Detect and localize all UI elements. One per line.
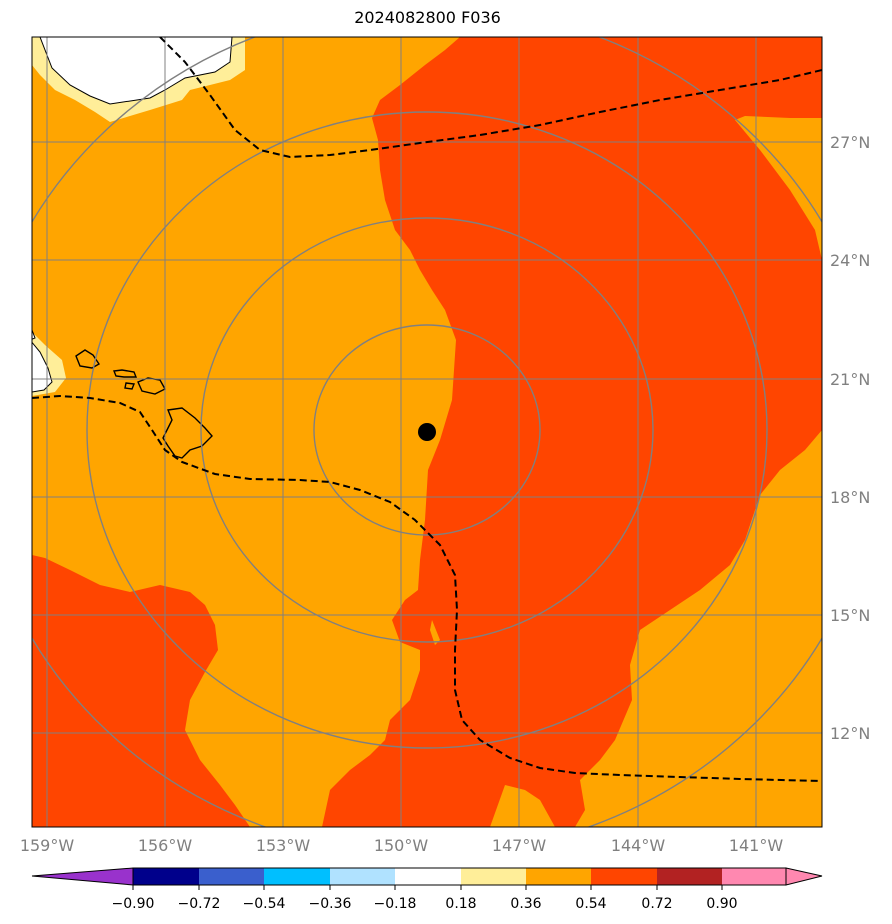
field-white-north <box>39 37 233 105</box>
colorbar-bin <box>199 868 264 885</box>
x-tick-label: 156°W <box>138 836 193 855</box>
colorbar-bin <box>395 868 461 885</box>
y-tick-label: 15°N <box>830 606 870 625</box>
colorbar-tick-label: −0.90 <box>112 896 155 912</box>
y-tick-label: 18°N <box>830 488 870 507</box>
colorbar-tick-label: −0.18 <box>374 896 417 912</box>
field-red-east <box>322 37 822 827</box>
y-tick-label: 21°N <box>830 370 870 389</box>
colorbar-tick-label: −0.54 <box>243 896 286 912</box>
colorbar-tick-label: −0.36 <box>309 896 352 912</box>
range-ring-2 <box>200 217 654 643</box>
colorbar-tick-label: 0.36 <box>510 896 541 912</box>
contour-north <box>159 37 822 159</box>
colorbar-bin <box>133 868 199 885</box>
colorbar-bin <box>330 868 395 885</box>
colorbar-bin <box>722 868 786 885</box>
x-tick-label: 147°W <box>492 836 547 855</box>
storm-center-marker <box>418 423 436 441</box>
colorbar-bin <box>264 868 330 885</box>
dashed-contours <box>32 37 822 782</box>
map-title: 2024082800 F036 <box>354 8 501 27</box>
y-tick-label: 12°N <box>830 724 870 743</box>
range-ring-3 <box>86 111 768 749</box>
contour-south <box>32 394 822 782</box>
y-tick-label: 27°N <box>830 133 870 152</box>
colorbar-bin <box>526 868 591 885</box>
x-tick-label: 150°W <box>374 836 429 855</box>
colorbar-tick-label: 0.90 <box>706 896 737 912</box>
x-tick-label: 141°W <box>729 836 784 855</box>
colorbar-bin <box>31 867 134 886</box>
island-kauai <box>75 349 100 369</box>
y-tick-label: 24°N <box>830 251 870 270</box>
x-tick-labels: 159°W 156°W 153°W 150°W 147°W 144°W 141°… <box>20 836 784 855</box>
field-orange-notch <box>430 620 440 645</box>
x-tick-label: 153°W <box>256 836 311 855</box>
x-tick-label: 144°W <box>611 836 666 855</box>
island-lanai <box>124 382 135 390</box>
colorbar-bin <box>591 868 657 885</box>
field-red-southwest <box>32 555 250 827</box>
range-rings <box>32 37 822 827</box>
y-tick-labels: 27°N 24°N 21°N 18°N 15°N 12°N <box>830 133 870 743</box>
island-molokai <box>137 377 166 395</box>
colorbar-tick-label: 0.54 <box>575 896 606 912</box>
colorbar-bin <box>657 868 722 885</box>
colorbar: −0.90 −0.72 −0.54 −0.36 −0.18 0.18 0.36 … <box>31 867 823 912</box>
island-oahu <box>113 369 138 378</box>
colorbar-bin <box>785 867 823 886</box>
colorbar-bin <box>461 868 526 885</box>
colorbar-tick-label: 0.18 <box>445 896 476 912</box>
map-area <box>32 37 822 827</box>
x-tick-label: 159°W <box>20 836 75 855</box>
map-frame <box>31 36 823 828</box>
island-big <box>162 407 213 459</box>
colorbar-frame <box>132 867 787 886</box>
colorbar-tick-label: −0.72 <box>178 896 221 912</box>
range-ring-1 <box>313 324 541 536</box>
gridlines <box>32 37 822 827</box>
colorbar-tick-label: 0.72 <box>641 896 672 912</box>
